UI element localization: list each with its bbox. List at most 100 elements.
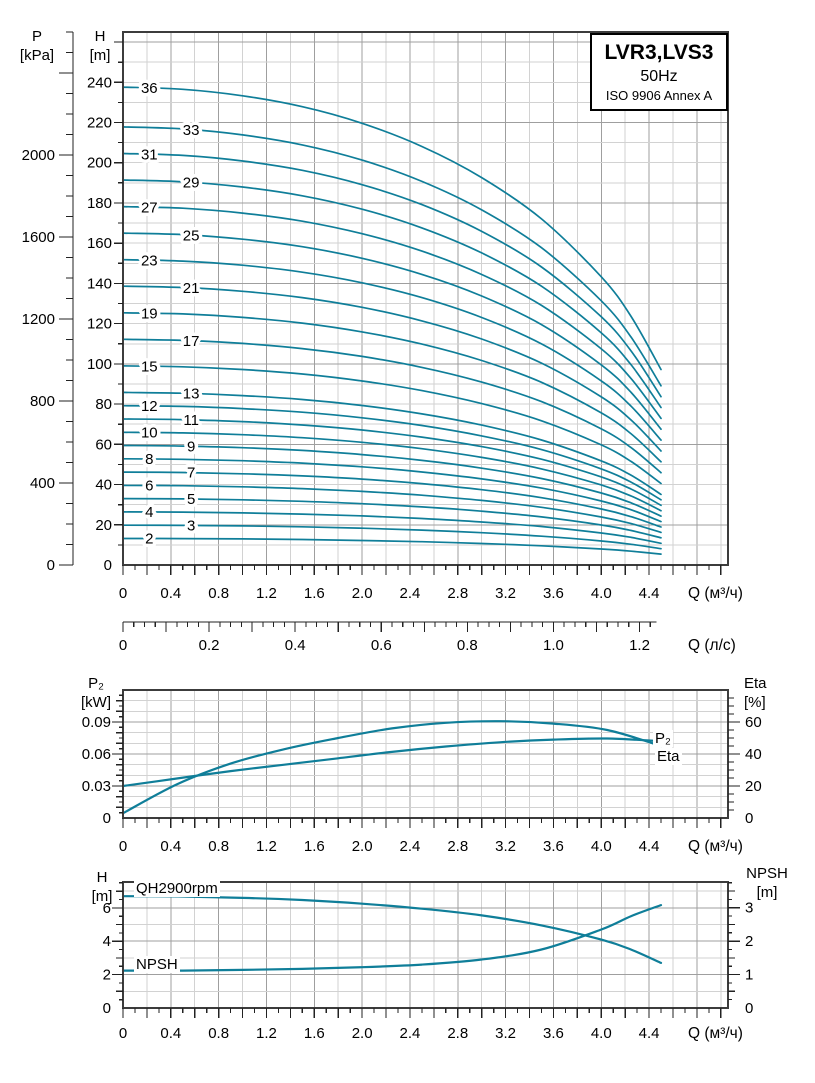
qh-npsh-curves <box>121 895 663 972</box>
qh-curve-label: QH2900rpm <box>134 880 220 897</box>
p2-axis-ticks: 0 0.03 0.06 0.09 <box>82 694 123 827</box>
qh2900rpm-curve <box>121 895 663 964</box>
svg-text:180: 180 <box>87 195 112 212</box>
qh-curve-13-stages <box>122 391 662 496</box>
head-axis-symbol-bottom: H <box>96 869 108 886</box>
svg-text:160: 160 <box>87 235 112 252</box>
eta-curve <box>121 720 663 815</box>
head-axis-ticks-bottom: 0 2 4 6 <box>103 882 123 1017</box>
svg-text:40: 40 <box>95 477 112 494</box>
svg-text:20: 20 <box>95 517 112 534</box>
svg-text:140: 140 <box>87 275 112 292</box>
qh-curve-3-stages <box>122 524 662 550</box>
svg-text:2.0: 2.0 <box>352 838 373 855</box>
stage-label-8: 8 <box>145 451 153 468</box>
flow-unit-ls: Q (л/с) <box>688 637 736 654</box>
svg-text:3.6: 3.6 <box>543 1025 564 1042</box>
svg-text:220: 220 <box>87 115 112 132</box>
qh-curve-36-stages <box>122 86 662 371</box>
flow-unit-m3h-main: Q (м³/ч) <box>688 585 743 602</box>
svg-text:2: 2 <box>745 933 753 950</box>
stage-label-27: 27 <box>141 199 158 216</box>
p2-curve <box>121 737 663 788</box>
svg-text:2.8: 2.8 <box>447 585 468 602</box>
main-chart-frame <box>122 31 729 566</box>
svg-text:1200: 1200 <box>22 311 55 328</box>
stage-label-23: 23 <box>141 252 158 269</box>
npsh-axis-header: NPSH [m] <box>738 864 796 902</box>
eta-axis-header: Eta [%] <box>744 674 794 712</box>
svg-text:0: 0 <box>119 838 127 855</box>
stage-label-5: 5 <box>187 491 195 508</box>
svg-text:0: 0 <box>119 637 127 654</box>
svg-text:4.0: 4.0 <box>591 838 612 855</box>
head-axis-unit: [m] <box>89 47 111 64</box>
stage-label-4: 4 <box>145 504 153 521</box>
pressure-axis-symbol: P <box>31 28 42 45</box>
svg-text:40: 40 <box>745 746 762 763</box>
svg-text:4.4: 4.4 <box>639 838 660 855</box>
svg-text:4.4: 4.4 <box>639 1025 660 1042</box>
power-axis-symbol: P₂ <box>88 675 104 692</box>
qh-curve-21-stages <box>122 285 662 452</box>
stage-label-2: 2 <box>145 531 153 548</box>
stage-label-15: 15 <box>141 358 158 375</box>
svg-text:3.2: 3.2 <box>495 1025 516 1042</box>
svg-text:0.4: 0.4 <box>160 838 181 855</box>
stage-label-29: 29 <box>183 175 200 192</box>
svg-text:0.06: 0.06 <box>82 746 111 763</box>
test-standard: ISO 9906 Annex A <box>605 88 713 103</box>
qh-curve-4-stages <box>122 511 662 545</box>
svg-text:3.6: 3.6 <box>543 585 564 602</box>
stage-label-6: 6 <box>145 478 153 495</box>
svg-text:3.2: 3.2 <box>495 585 516 602</box>
svg-text:6: 6 <box>103 900 111 917</box>
eta-axis-symbol: Eta <box>744 675 767 692</box>
head-axis-ticks: 0 20 40 60 80 100 120 140 160 180 200 220 240 <box>87 41 123 574</box>
p2-eta-x-ticks: 0 0.4 0.8 1.2 1.6 2.0 2.4 2.8 3.2 3.6 4.0 4.4 <box>119 818 722 855</box>
p2-curve-label: P₂ <box>653 730 673 747</box>
power-axis-unit: [kW] <box>81 694 111 711</box>
qh-curve-17-stages <box>122 338 662 474</box>
svg-text:100: 100 <box>87 356 112 373</box>
qh-curve-19-stages <box>122 311 662 463</box>
svg-text:0: 0 <box>119 1025 127 1042</box>
svg-text:0: 0 <box>119 585 127 602</box>
stage-label-12: 12 <box>141 398 158 415</box>
svg-text:0.2: 0.2 <box>199 637 220 654</box>
qh-curve-5-stages <box>122 497 662 539</box>
stage-label-33: 33 <box>183 122 200 139</box>
title-box: LVR3,LVS3 50Hz ISO 9906 Annex A <box>590 33 728 111</box>
head-axis-unit-bottom: [m] <box>91 888 113 905</box>
stage-label-13: 13 <box>183 386 200 403</box>
stage-label-36: 36 <box>141 80 158 97</box>
svg-text:1.6: 1.6 <box>304 1025 325 1042</box>
svg-text:80: 80 <box>95 396 112 413</box>
svg-text:0: 0 <box>103 1000 111 1017</box>
qh-curve-25-stages <box>122 232 662 431</box>
qh-curve-11-stages <box>122 418 662 507</box>
svg-text:2.8: 2.8 <box>447 838 468 855</box>
stage-label-7: 7 <box>187 465 195 482</box>
svg-text:60: 60 <box>95 436 112 453</box>
svg-text:60: 60 <box>745 714 762 731</box>
stage-label-9: 9 <box>187 438 195 455</box>
qh-npsh-grid <box>123 882 728 1008</box>
svg-text:1: 1 <box>745 967 753 984</box>
svg-text:20: 20 <box>745 778 762 795</box>
stage-label-10: 10 <box>141 425 158 442</box>
svg-text:0.4: 0.4 <box>160 585 181 602</box>
stage-label-25: 25 <box>183 227 200 244</box>
p2-eta-grid <box>123 690 728 818</box>
qh-curve-12-stages <box>122 404 662 501</box>
pressure-axis-ruler: 0 400 800 1200 1600 2000 <box>22 31 74 574</box>
qh-curve-2-stages <box>122 537 662 555</box>
svg-text:2: 2 <box>103 967 111 984</box>
frequency: 50Hz <box>640 68 678 85</box>
svg-text:2.8: 2.8 <box>447 1025 468 1042</box>
svg-text:2000: 2000 <box>22 147 55 164</box>
qh-curve-10-stages <box>122 431 662 512</box>
svg-text:0.4: 0.4 <box>160 1025 181 1042</box>
